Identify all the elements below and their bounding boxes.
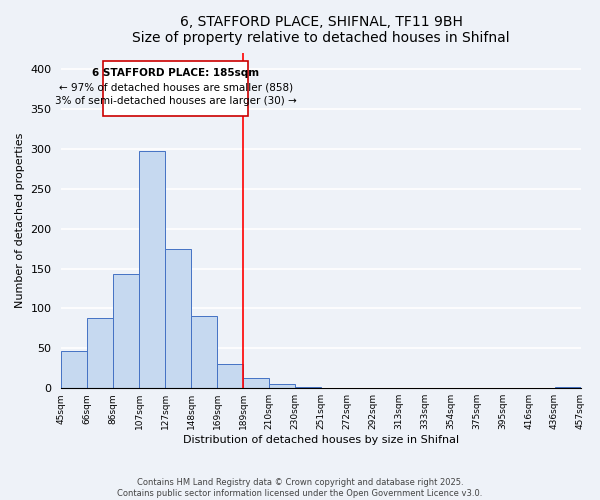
FancyBboxPatch shape bbox=[103, 62, 248, 116]
X-axis label: Distribution of detached houses by size in Shifnal: Distribution of detached houses by size … bbox=[183, 435, 459, 445]
Bar bbox=[191, 316, 217, 388]
Title: 6, STAFFORD PLACE, SHIFNAL, TF11 9BH
Size of property relative to detached house: 6, STAFFORD PLACE, SHIFNAL, TF11 9BH Siz… bbox=[132, 15, 510, 45]
Bar bbox=[61, 350, 88, 388]
Bar bbox=[269, 384, 295, 388]
Text: 6 STAFFORD PLACE: 185sqm: 6 STAFFORD PLACE: 185sqm bbox=[92, 68, 259, 78]
Bar bbox=[243, 378, 269, 388]
Bar bbox=[165, 250, 191, 388]
Y-axis label: Number of detached properties: Number of detached properties bbox=[15, 133, 25, 308]
Bar bbox=[88, 318, 113, 388]
Text: Contains HM Land Registry data © Crown copyright and database right 2025.
Contai: Contains HM Land Registry data © Crown c… bbox=[118, 478, 482, 498]
Bar bbox=[113, 274, 139, 388]
Text: ← 97% of detached houses are smaller (858): ← 97% of detached houses are smaller (85… bbox=[59, 82, 293, 92]
Text: 3% of semi-detached houses are larger (30) →: 3% of semi-detached houses are larger (3… bbox=[55, 96, 296, 106]
Bar bbox=[139, 150, 165, 388]
Bar bbox=[217, 364, 243, 388]
